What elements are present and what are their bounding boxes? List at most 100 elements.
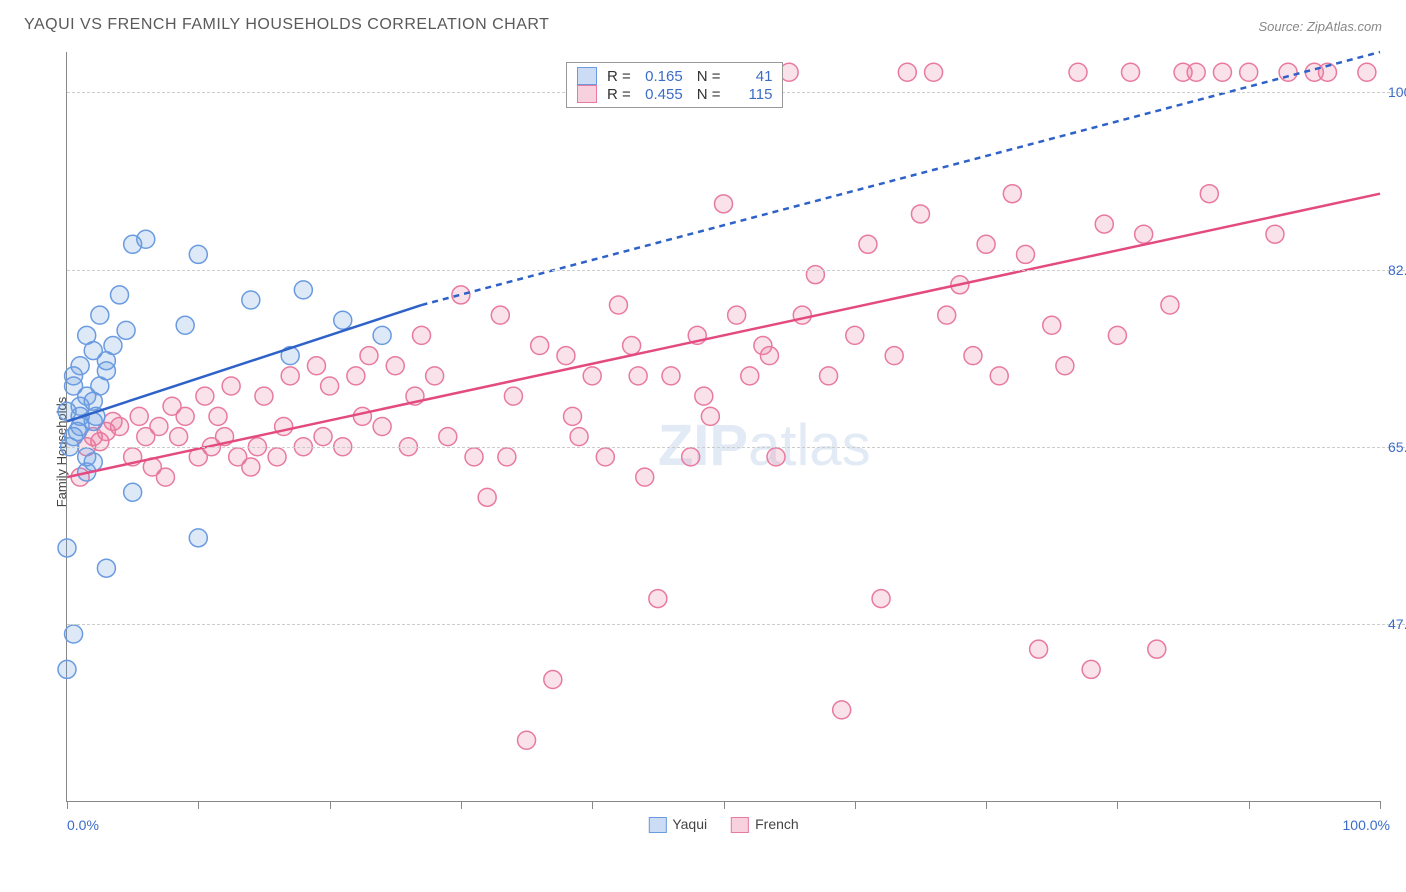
data-point — [307, 357, 325, 375]
data-point — [314, 428, 332, 446]
data-point — [701, 407, 719, 425]
data-point — [209, 407, 227, 425]
data-point — [570, 428, 588, 446]
data-point — [498, 448, 516, 466]
y-tick-label: 65.0% — [1388, 439, 1406, 455]
data-point — [360, 347, 378, 365]
data-point — [1003, 185, 1021, 203]
data-point — [104, 412, 122, 430]
gridline — [67, 447, 1406, 448]
yaqui-r-value: 0.165 — [635, 68, 683, 85]
data-point — [596, 448, 614, 466]
data-point — [557, 347, 575, 365]
stat-r-label: R = — [607, 86, 631, 103]
data-point — [833, 701, 851, 719]
data-point — [938, 306, 956, 324]
data-point — [189, 529, 207, 547]
x-tick — [1249, 801, 1250, 809]
data-point — [58, 539, 76, 557]
data-point — [715, 195, 733, 213]
data-point — [695, 387, 713, 405]
data-point — [636, 468, 654, 486]
data-point — [413, 326, 431, 344]
data-point — [91, 433, 109, 451]
data-point — [609, 296, 627, 314]
data-point — [760, 347, 778, 365]
data-point — [564, 407, 582, 425]
data-point — [977, 235, 995, 253]
data-point — [767, 448, 785, 466]
data-point — [518, 731, 536, 749]
data-point — [78, 448, 96, 466]
data-point — [347, 367, 365, 385]
data-point — [1043, 316, 1061, 334]
french-n-value: 115 — [724, 86, 772, 103]
data-point — [1095, 215, 1113, 233]
legend-item-french: French — [731, 816, 799, 833]
data-point — [373, 326, 391, 344]
data-point — [1148, 640, 1166, 658]
chart-title: YAQUI VS FRENCH FAMILY HOUSEHOLDS CORREL… — [24, 16, 549, 34]
french-swatch-icon — [577, 85, 597, 103]
data-point — [242, 458, 260, 476]
data-point — [925, 63, 943, 81]
trend-line — [67, 194, 1380, 477]
x-tick — [1117, 801, 1118, 809]
legend-label-yaqui: Yaqui — [672, 816, 707, 832]
data-point — [334, 311, 352, 329]
data-point — [1069, 63, 1087, 81]
data-point — [872, 590, 890, 608]
data-point — [268, 448, 286, 466]
data-point — [911, 205, 929, 223]
x-min-label: 0.0% — [67, 817, 99, 833]
data-point — [1030, 640, 1048, 658]
data-point — [373, 418, 391, 436]
data-point — [1266, 225, 1284, 243]
data-point — [439, 428, 457, 446]
data-point — [1161, 296, 1179, 314]
data-point — [531, 337, 549, 355]
data-point — [885, 347, 903, 365]
data-point — [1213, 63, 1231, 81]
french-legend-swatch-icon — [731, 817, 749, 833]
stat-r-label: R = — [607, 68, 631, 85]
data-point — [859, 235, 877, 253]
data-point — [71, 397, 89, 415]
data-point — [65, 377, 83, 395]
data-point — [124, 483, 142, 501]
data-point — [58, 660, 76, 678]
data-point — [478, 488, 496, 506]
data-point — [386, 357, 404, 375]
plot-area: R = 0.165 N = 41 R = 0.455 N = 115 ZIPat… — [66, 52, 1380, 802]
data-point — [426, 367, 444, 385]
data-point — [321, 377, 339, 395]
data-point — [452, 286, 470, 304]
yaqui-swatch-icon — [577, 67, 597, 85]
stat-n-label: N = — [697, 68, 721, 85]
stats-row-yaqui: R = 0.165 N = 41 — [577, 67, 773, 85]
data-point — [964, 347, 982, 365]
data-point — [662, 367, 680, 385]
data-point — [898, 63, 916, 81]
data-point — [820, 367, 838, 385]
data-point — [130, 407, 148, 425]
data-point — [629, 367, 647, 385]
data-point — [176, 316, 194, 334]
data-point — [1056, 357, 1074, 375]
x-tick — [1380, 801, 1381, 809]
y-tick-label: 47.5% — [1388, 616, 1406, 632]
bottom-legend: Yaqui French — [648, 816, 798, 833]
chart-container: Family Households R = 0.165 N = 41 R = 0… — [16, 42, 1390, 862]
data-point — [504, 387, 522, 405]
data-point — [69, 423, 87, 441]
data-point — [846, 326, 864, 344]
data-point — [91, 306, 109, 324]
y-tick-label: 82.5% — [1388, 262, 1406, 278]
data-point — [649, 590, 667, 608]
chart-source: Source: ZipAtlas.com — [1258, 19, 1382, 34]
data-point — [294, 281, 312, 299]
data-point — [189, 245, 207, 263]
data-point — [1187, 63, 1205, 81]
x-tick — [198, 801, 199, 809]
data-point — [353, 407, 371, 425]
